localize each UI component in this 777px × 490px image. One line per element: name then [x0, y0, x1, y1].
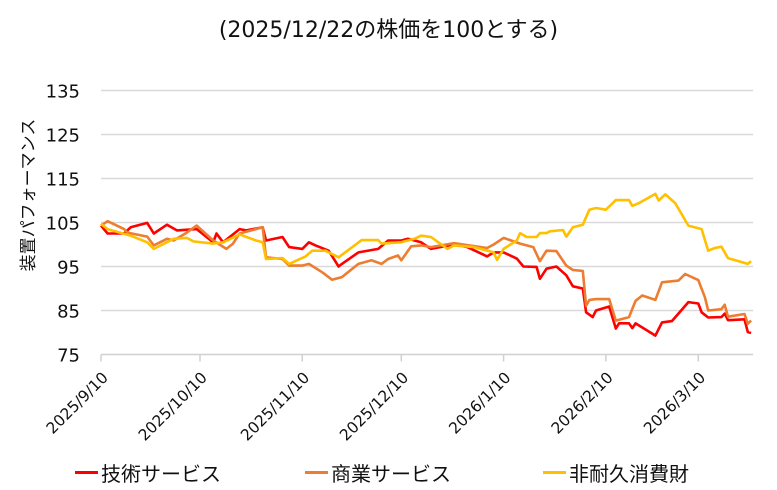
series-line-3 — [100, 192, 752, 266]
legend-item-commercial-services: 商業サービス — [305, 458, 451, 487]
legend-label: 非耐久消費財 — [569, 462, 689, 486]
legend-item-tech-services: 技術サービス — [75, 458, 221, 487]
x-tick-label: 2025/9/10 — [43, 369, 112, 438]
x-tick-label: 2025/11/10 — [237, 369, 313, 445]
y-tick-label: 105 — [46, 214, 80, 235]
y-tick-label: 115 — [46, 170, 80, 191]
x-tick-label: 2026/3/10 — [640, 369, 709, 438]
y-tick-label: 75 — [57, 346, 80, 367]
x-tick-label: 2025/10/10 — [135, 369, 211, 445]
legend-swatch — [305, 471, 328, 474]
series-line-2 — [100, 219, 752, 325]
y-tick-label: 135 — [46, 82, 80, 103]
legend-label: 商業サービス — [331, 462, 451, 486]
y-axis-title: 装置パフォーマンス — [19, 119, 39, 272]
x-tick-label: 2026/2/10 — [548, 369, 617, 438]
legend-swatch — [75, 471, 98, 474]
legend-item-nondurable-consumer: 非耐久消費財 — [543, 458, 689, 487]
legend-swatch — [543, 471, 566, 474]
y-tick-label: 95 — [57, 258, 80, 279]
series-line-1 — [100, 221, 752, 337]
legend-label: 技術サービス — [101, 462, 221, 486]
chart-title: (2025/12/22の株価を100とする) — [218, 18, 559, 43]
y-tick-label: 125 — [46, 126, 80, 147]
y-tick-label: 85 — [57, 302, 80, 323]
x-tick-label: 2026/1/10 — [445, 369, 514, 438]
x-tick-label: 2025/12/10 — [336, 369, 412, 445]
